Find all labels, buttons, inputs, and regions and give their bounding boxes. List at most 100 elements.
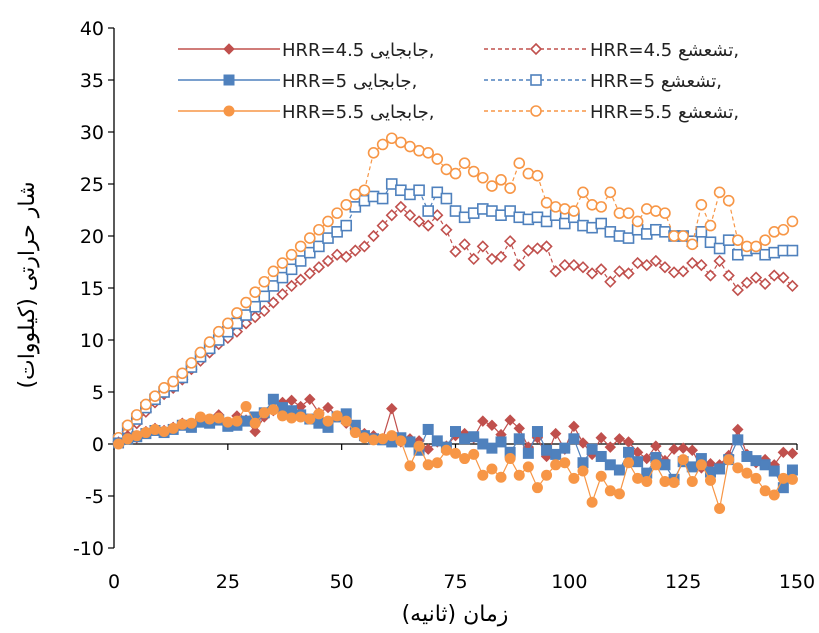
data-point — [723, 454, 735, 466]
data-point — [322, 401, 334, 414]
data-point — [449, 245, 462, 258]
data-point — [458, 157, 471, 169]
data-point — [158, 426, 170, 438]
data-point — [668, 476, 680, 488]
data-point — [304, 393, 316, 405]
data-point — [258, 407, 270, 419]
data-point — [568, 420, 580, 433]
data-point — [623, 457, 635, 469]
data-point — [240, 415, 252, 427]
data-point — [732, 434, 744, 446]
data-point — [659, 475, 671, 487]
data-point — [313, 408, 325, 420]
data-point — [468, 448, 480, 460]
data-point — [276, 288, 289, 301]
data-point — [340, 219, 353, 232]
data-point — [604, 275, 617, 288]
data-point — [640, 258, 653, 272]
data-point — [777, 223, 790, 236]
series-layer — [112, 132, 799, 514]
x-tick-label: 150 — [779, 571, 815, 593]
legend-marker — [530, 74, 542, 86]
data-point — [650, 459, 662, 471]
data-point — [641, 452, 653, 465]
data-point — [495, 174, 507, 186]
data-point — [641, 475, 653, 487]
data-point — [276, 271, 289, 284]
data-point — [130, 409, 143, 421]
data-point — [632, 472, 644, 484]
data-point — [303, 232, 316, 244]
data-point — [604, 485, 616, 497]
data-point — [422, 205, 434, 217]
data-point — [404, 436, 416, 448]
data-point — [595, 470, 607, 482]
data-point — [550, 459, 562, 471]
data-point — [321, 254, 335, 268]
data-point — [604, 459, 616, 471]
data-point — [413, 440, 425, 452]
data-point — [431, 186, 444, 199]
data-point — [376, 192, 389, 205]
data-point — [422, 147, 434, 159]
y-tick-label: 5 — [92, 382, 104, 404]
data-point — [668, 443, 680, 455]
data-point — [558, 217, 571, 230]
data-point — [376, 219, 389, 232]
data-point — [777, 271, 790, 284]
data-point — [786, 244, 799, 257]
data-point — [249, 300, 261, 313]
data-point — [677, 454, 689, 466]
data-point — [213, 412, 225, 424]
data-point — [695, 226, 708, 238]
data-point — [303, 246, 316, 259]
legend-entry-3: HRR=4.5 تشعشع, — [484, 40, 739, 61]
data-point — [249, 425, 261, 438]
data-point — [704, 219, 717, 232]
data-point — [613, 464, 625, 476]
data-point — [331, 410, 343, 422]
data-point — [258, 290, 271, 303]
data-point — [185, 417, 197, 429]
data-point — [204, 413, 216, 425]
data-point — [550, 448, 562, 460]
data-point — [459, 453, 471, 465]
legend-entry-0: HRR=4.5 جابجایی, — [178, 40, 434, 61]
data-point — [385, 132, 398, 145]
data-point — [449, 205, 462, 217]
data-point — [422, 219, 435, 232]
data-point — [140, 427, 152, 439]
data-point — [440, 192, 453, 205]
data-point — [494, 250, 508, 263]
data-point — [468, 431, 480, 443]
data-point — [522, 461, 534, 473]
data-point — [231, 415, 243, 427]
data-point — [686, 444, 698, 456]
data-point — [667, 266, 681, 279]
data-point — [412, 215, 426, 228]
data-point — [595, 217, 608, 230]
series-5 — [112, 132, 799, 444]
data-point — [312, 261, 326, 274]
data-point — [194, 346, 207, 359]
data-point — [477, 469, 489, 481]
data-point — [595, 201, 608, 213]
data-point — [786, 215, 799, 228]
data-point — [476, 240, 489, 253]
data-point — [231, 307, 243, 319]
data-point — [367, 147, 380, 159]
data-point — [276, 410, 288, 422]
x-tick-label: 50 — [330, 571, 354, 593]
data-point — [504, 235, 517, 248]
data-point — [759, 485, 771, 497]
data-point — [331, 207, 343, 219]
y-tick-label: 30 — [80, 122, 104, 144]
data-point — [732, 234, 744, 246]
data-point — [704, 474, 716, 486]
y-tick-label: 35 — [80, 70, 104, 92]
y-tick-label: -10 — [73, 538, 104, 560]
data-point — [732, 462, 744, 474]
data-point — [750, 472, 762, 484]
data-point — [385, 178, 398, 190]
x-tick-label: 0 — [108, 571, 120, 593]
